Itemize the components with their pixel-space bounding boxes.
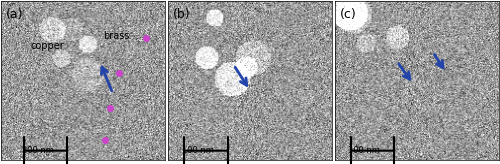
Text: (a): (a) bbox=[6, 8, 24, 21]
Text: brass: brass bbox=[103, 31, 130, 41]
Text: 100 nm: 100 nm bbox=[182, 146, 214, 155]
Text: (b): (b) bbox=[173, 8, 190, 21]
Text: 100 nm: 100 nm bbox=[348, 146, 380, 155]
Text: (c): (c) bbox=[340, 8, 356, 21]
Text: copper: copper bbox=[30, 41, 64, 51]
Text: 200 nm: 200 nm bbox=[22, 146, 54, 155]
